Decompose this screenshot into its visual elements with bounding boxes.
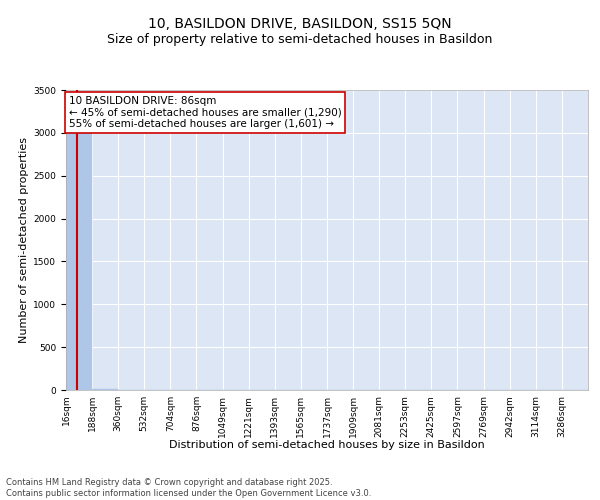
X-axis label: Distribution of semi-detached houses by size in Basildon: Distribution of semi-detached houses by … [169,440,485,450]
Text: Contains HM Land Registry data © Crown copyright and database right 2025.
Contai: Contains HM Land Registry data © Crown c… [6,478,371,498]
Bar [66,112,92,390]
Text: 10, BASILDON DRIVE, BASILDON, SS15 5QN: 10, BASILDON DRIVE, BASILDON, SS15 5QN [148,18,452,32]
Text: 10 BASILDON DRIVE: 86sqm
← 45% of semi-detached houses are smaller (1,290)
55% o: 10 BASILDON DRIVE: 86sqm ← 45% of semi-d… [69,96,342,129]
Text: Size of property relative to semi-detached houses in Basildon: Size of property relative to semi-detach… [107,32,493,46]
Bar [92,389,118,390]
Y-axis label: Number of semi-detached properties: Number of semi-detached properties [19,137,29,343]
